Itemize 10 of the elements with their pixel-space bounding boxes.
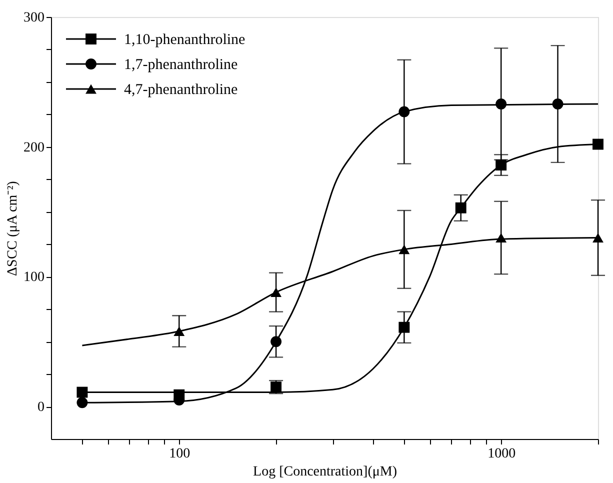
y-tick-label: 300 [24,10,44,26]
x-tick-label: 1000 [488,446,516,462]
y-tick-label: 200 [24,140,44,156]
y-tick-label: 0 [38,400,44,416]
y-axis-title: ΔSCC (μA cm⁻²) [6,180,20,276]
legend-label: 4,7-phenanthroline [124,82,238,98]
x-axis-title: Log [Concentration](μM) [253,464,398,480]
legend-label: 1,10-phenanthroline [124,32,246,48]
y-tick-label: 100 [24,270,44,286]
legend-label: 1,7-phenanthroline [124,57,238,73]
